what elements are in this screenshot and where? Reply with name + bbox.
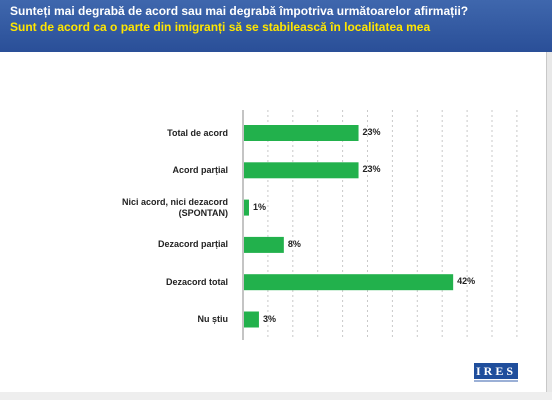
value-label: 23% [362,127,381,137]
category-label: Nu știu [0,314,229,325]
value-label: 42% [457,276,476,287]
bar [244,311,259,328]
value-label: 3% [262,313,276,324]
header-banner: Sunteți mai degrabă de acord sau mai deg… [0,0,552,52]
category-label: Nici acord, nici dezacord (SPONTAN) [0,197,228,219]
category-label-line: Nu știu [197,314,229,324]
category-label-line: (SPONTAN) [178,207,228,218]
logo-text: IRES [474,363,518,379]
bar [244,162,359,179]
bar [244,274,454,291]
category-label-line: Dezacord parțial [157,239,228,250]
ires-logo: IRES [474,363,518,385]
category-label-line: Nici acord, nici dezacord [121,196,228,207]
category-label: Acord parțial [0,165,228,176]
question-subtitle: Sunt de acord ca o parte din imigranți s… [10,20,431,34]
right-edge [546,52,552,400]
category-label: Dezacord parțial [0,239,228,250]
bottom-edge [0,392,552,400]
bar [244,199,249,216]
bar-chart: 23% Total de acord 23% Acord parțial 1% Nici … [0,100,552,355]
category-label-line: Dezacord total [165,276,228,287]
value-label: 8% [287,238,301,249]
category-label: Dezacord total [0,277,228,288]
logo-underline [474,380,518,382]
category-label-line: Acord parțial [172,164,228,175]
chart-plot [242,110,518,340]
value-label: 23% [362,164,381,175]
category-label-line: Total de acord [167,127,228,138]
question-title: Sunteți mai degrabă de acord sau mai deg… [10,4,469,18]
value-label: 1% [252,201,266,212]
bar [244,125,359,141]
category-label: Total de acord [0,128,228,139]
bar [244,236,284,253]
